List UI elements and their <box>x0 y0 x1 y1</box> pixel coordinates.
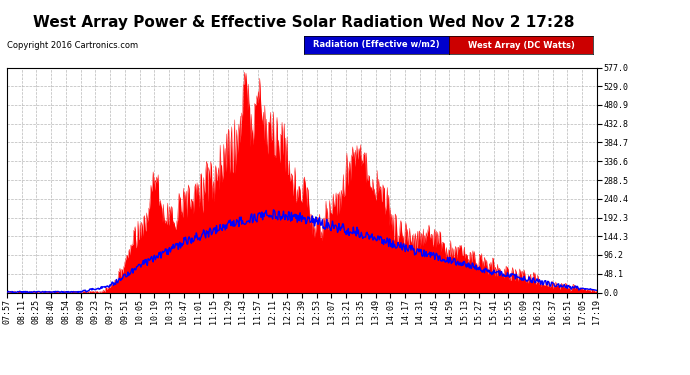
Text: Copyright 2016 Cartronics.com: Copyright 2016 Cartronics.com <box>7 41 138 50</box>
Text: West Array Power & Effective Solar Radiation Wed Nov 2 17:28: West Array Power & Effective Solar Radia… <box>33 15 574 30</box>
Text: West Array (DC Watts): West Array (DC Watts) <box>468 40 574 50</box>
Text: Radiation (Effective w/m2): Radiation (Effective w/m2) <box>313 40 440 50</box>
